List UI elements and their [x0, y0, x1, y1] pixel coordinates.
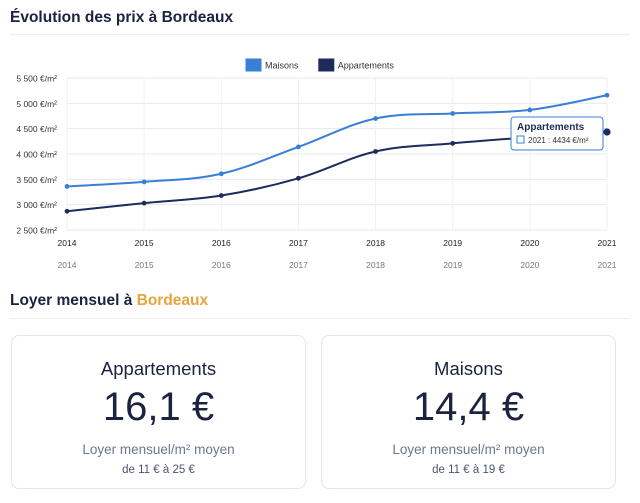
- rent-card-appartements: Appartements 16,1 € Loyer mensuel/m² moy…: [11, 335, 306, 489]
- data-point: [296, 144, 301, 150]
- rent-card-maisons: Maisons 14,4 € Loyer mensuel/m² moyen de…: [321, 335, 616, 489]
- x-tick-label-secondary: 2020: [520, 260, 539, 270]
- rent-title-city: Bordeaux: [136, 292, 209, 309]
- data-point: [373, 116, 378, 121]
- data-point: [218, 171, 224, 177]
- x-tick-label: 2017: [289, 238, 308, 248]
- rent-card-type: Maisons: [434, 358, 503, 379]
- series-line: [66, 94, 608, 188]
- price-line-chart: 2 500 €/m² 3 000 €/m² 3 500 €/m² 4 000 €/m²…: [16, 58, 617, 270]
- rent-card-label: Loyer mensuel/m² moyen: [392, 442, 545, 457]
- y-tick-label: 3 000 €/m²: [16, 200, 57, 210]
- legend-item: Maisons: [245, 58, 299, 72]
- x-tick-label: 2019: [443, 238, 462, 248]
- y-tick-label: 3 500 €/m²: [16, 175, 57, 185]
- data-point: [141, 200, 147, 206]
- legend-label: Maisons: [265, 61, 299, 71]
- rent-card-range: de 11 € à 25 €: [122, 464, 195, 476]
- tooltip-value: 2021 : 4434 €/m²: [528, 136, 589, 145]
- tooltip-title: Appartements: [517, 122, 585, 133]
- data-point: [141, 179, 147, 185]
- x-tick-label: 2015: [135, 238, 154, 248]
- prices-title: Évolution des prix à Bordeaux: [10, 9, 234, 26]
- x-tick-label: 2018: [366, 238, 385, 248]
- data-point: [603, 128, 611, 136]
- rent-card-label: Loyer mensuel/m² moyen: [82, 442, 235, 457]
- tooltip-swatch: [516, 135, 525, 144]
- rent-card-value: 16,1 €: [102, 385, 215, 429]
- x-tick-label: 2014: [58, 238, 77, 248]
- legend-item: Appartements: [318, 58, 395, 72]
- data-point: [296, 175, 301, 181]
- y-tick-label: 2 500 €/m²: [16, 226, 57, 236]
- data-point: [64, 184, 70, 189]
- tooltip-box: [510, 116, 604, 151]
- rent-card-type: Appartements: [100, 358, 217, 379]
- legend-label: Appartements: [338, 61, 395, 71]
- data-point: [450, 140, 456, 146]
- x-tick-label-secondary: 2017: [289, 260, 308, 270]
- data-point: [373, 149, 378, 154]
- data-point: [64, 208, 70, 214]
- rent-card-value: 14,4 €: [412, 385, 525, 429]
- rent-divider: [10, 318, 630, 319]
- data-point: [527, 107, 533, 113]
- x-tick-label-secondary: 2019: [443, 260, 462, 270]
- data-point: [604, 92, 610, 98]
- x-tick-label-secondary: 2021: [598, 260, 617, 270]
- x-tick-label-secondary: 2015: [135, 260, 154, 270]
- x-tick-label-secondary: 2016: [212, 260, 231, 270]
- data-point: [218, 193, 224, 198]
- chart-tooltip: Appartements 2021 : 4434 €/m²: [510, 116, 604, 151]
- rent-title: Loyer mensuel à Bordeaux: [10, 292, 208, 310]
- x-tick-label-secondary: 2018: [366, 260, 385, 270]
- y-tick-label: 5 500 €/m²: [16, 74, 57, 84]
- rent-card-range: de 11 € à 19 €: [432, 464, 505, 476]
- legend-swatch: [318, 58, 335, 72]
- x-tick-label: 2021: [598, 238, 617, 248]
- y-tick-label: 4 500 €/m²: [16, 124, 57, 134]
- x-tick-label: 2020: [520, 238, 539, 248]
- prices-divider: [10, 34, 630, 35]
- x-tick-label-secondary: 2014: [58, 260, 77, 270]
- data-point: [450, 111, 456, 116]
- y-tick-label: 5 000 €/m²: [16, 99, 57, 109]
- y-tick-label: 4 000 €/m²: [16, 150, 57, 160]
- rent-title-prefix: Loyer mensuel à: [10, 292, 137, 309]
- x-tick-label: 2016: [212, 238, 231, 248]
- legend-swatch: [245, 58, 262, 72]
